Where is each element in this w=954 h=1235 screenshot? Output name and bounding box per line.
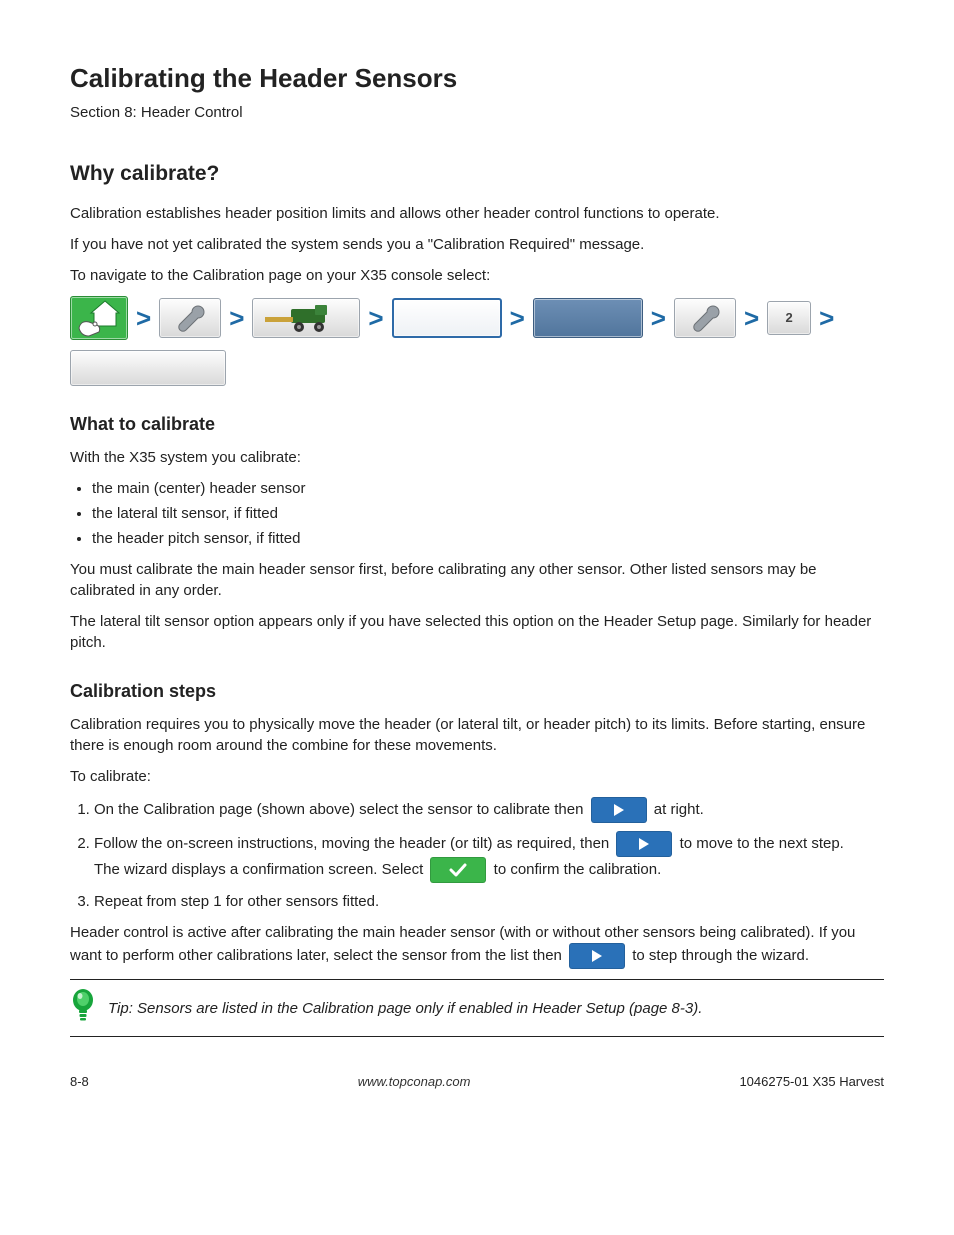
tip-text: Tip: Sensors are listed in the Calibrati… xyxy=(108,998,884,1019)
wrench-button-2[interactable] xyxy=(674,298,736,338)
footer-right: 1046275-01 X35 Harvest xyxy=(739,1073,884,1091)
what-bullet: the lateral tilt sensor, if fitted xyxy=(92,503,884,524)
chevron-icon: > xyxy=(508,305,527,331)
what-p1: With the X35 system you calibrate: xyxy=(70,447,884,468)
what-bullet: the header pitch sensor, if fitted xyxy=(92,528,884,549)
what-bullet: the main (center) header sensor xyxy=(92,478,884,499)
confirm-button[interactable] xyxy=(430,857,486,883)
blank-gray-long[interactable] xyxy=(70,350,226,386)
breadcrumb-trailing xyxy=(70,350,884,386)
what-bullets: the main (center) header sensor the later… xyxy=(92,478,884,549)
steps-heading: Calibration steps xyxy=(70,679,884,704)
divider-bottom xyxy=(70,1036,884,1037)
chevron-icon: > xyxy=(134,305,153,331)
what-p2: You must calibrate the main header senso… xyxy=(70,559,884,601)
what-heading: What to calibrate xyxy=(70,412,884,437)
steps-note: Header control is active after calibrati… xyxy=(70,922,884,969)
step-item: On the Calibration page (shown above) se… xyxy=(94,797,884,823)
why-body-1: Calibration establishes header position … xyxy=(70,203,884,224)
why-heading: Why calibrate? xyxy=(70,159,884,188)
chevron-icon: > xyxy=(742,305,761,331)
settings-button[interactable] xyxy=(159,298,221,338)
next-button[interactable] xyxy=(591,797,647,823)
nav-instruction: To navigate to the Calibration page on y… xyxy=(70,265,884,286)
footer-left: 8-8 xyxy=(70,1073,89,1091)
next-button[interactable] xyxy=(616,831,672,857)
divider-top xyxy=(70,979,884,980)
chevron-icon: > xyxy=(649,305,668,331)
what-p3: The lateral tilt sensor option appears o… xyxy=(70,611,884,653)
tip-row: Tip: Sensors are listed in the Calibrati… xyxy=(70,988,884,1028)
chevron-icon: > xyxy=(817,305,836,331)
why-body-2: If you have not yet calibrated the syste… xyxy=(70,234,884,255)
steps-list: On the Calibration page (shown above) se… xyxy=(70,797,884,912)
steps-pre2: To calibrate: xyxy=(70,766,884,787)
breadcrumb: > > >>> >2> xyxy=(70,296,884,340)
footer-mid: www.topconap.com xyxy=(358,1073,471,1091)
next-button[interactable] xyxy=(569,943,625,969)
page-title: Calibrating the Header Sensors xyxy=(70,60,884,96)
home-button[interactable] xyxy=(70,296,128,340)
blank-outline[interactable] xyxy=(392,298,502,338)
section-label: Section 8: Header Control xyxy=(70,102,884,123)
chevron-icon: > xyxy=(366,305,385,331)
implement-button[interactable] xyxy=(252,298,360,338)
step-item: Repeat from step 1 for other sensors fit… xyxy=(94,891,884,912)
blank-blue[interactable] xyxy=(533,298,643,338)
steps-pre1: Calibration requires you to physically m… xyxy=(70,714,884,756)
step-item: Follow the on-screen instructions, movin… xyxy=(94,831,884,883)
step-2-button[interactable]: 2 xyxy=(767,301,811,335)
lightbulb-icon xyxy=(70,988,96,1028)
footer: 8-8 www.topconap.com 1046275-01 X35 Harv… xyxy=(70,1073,884,1091)
chevron-icon: > xyxy=(227,305,246,331)
